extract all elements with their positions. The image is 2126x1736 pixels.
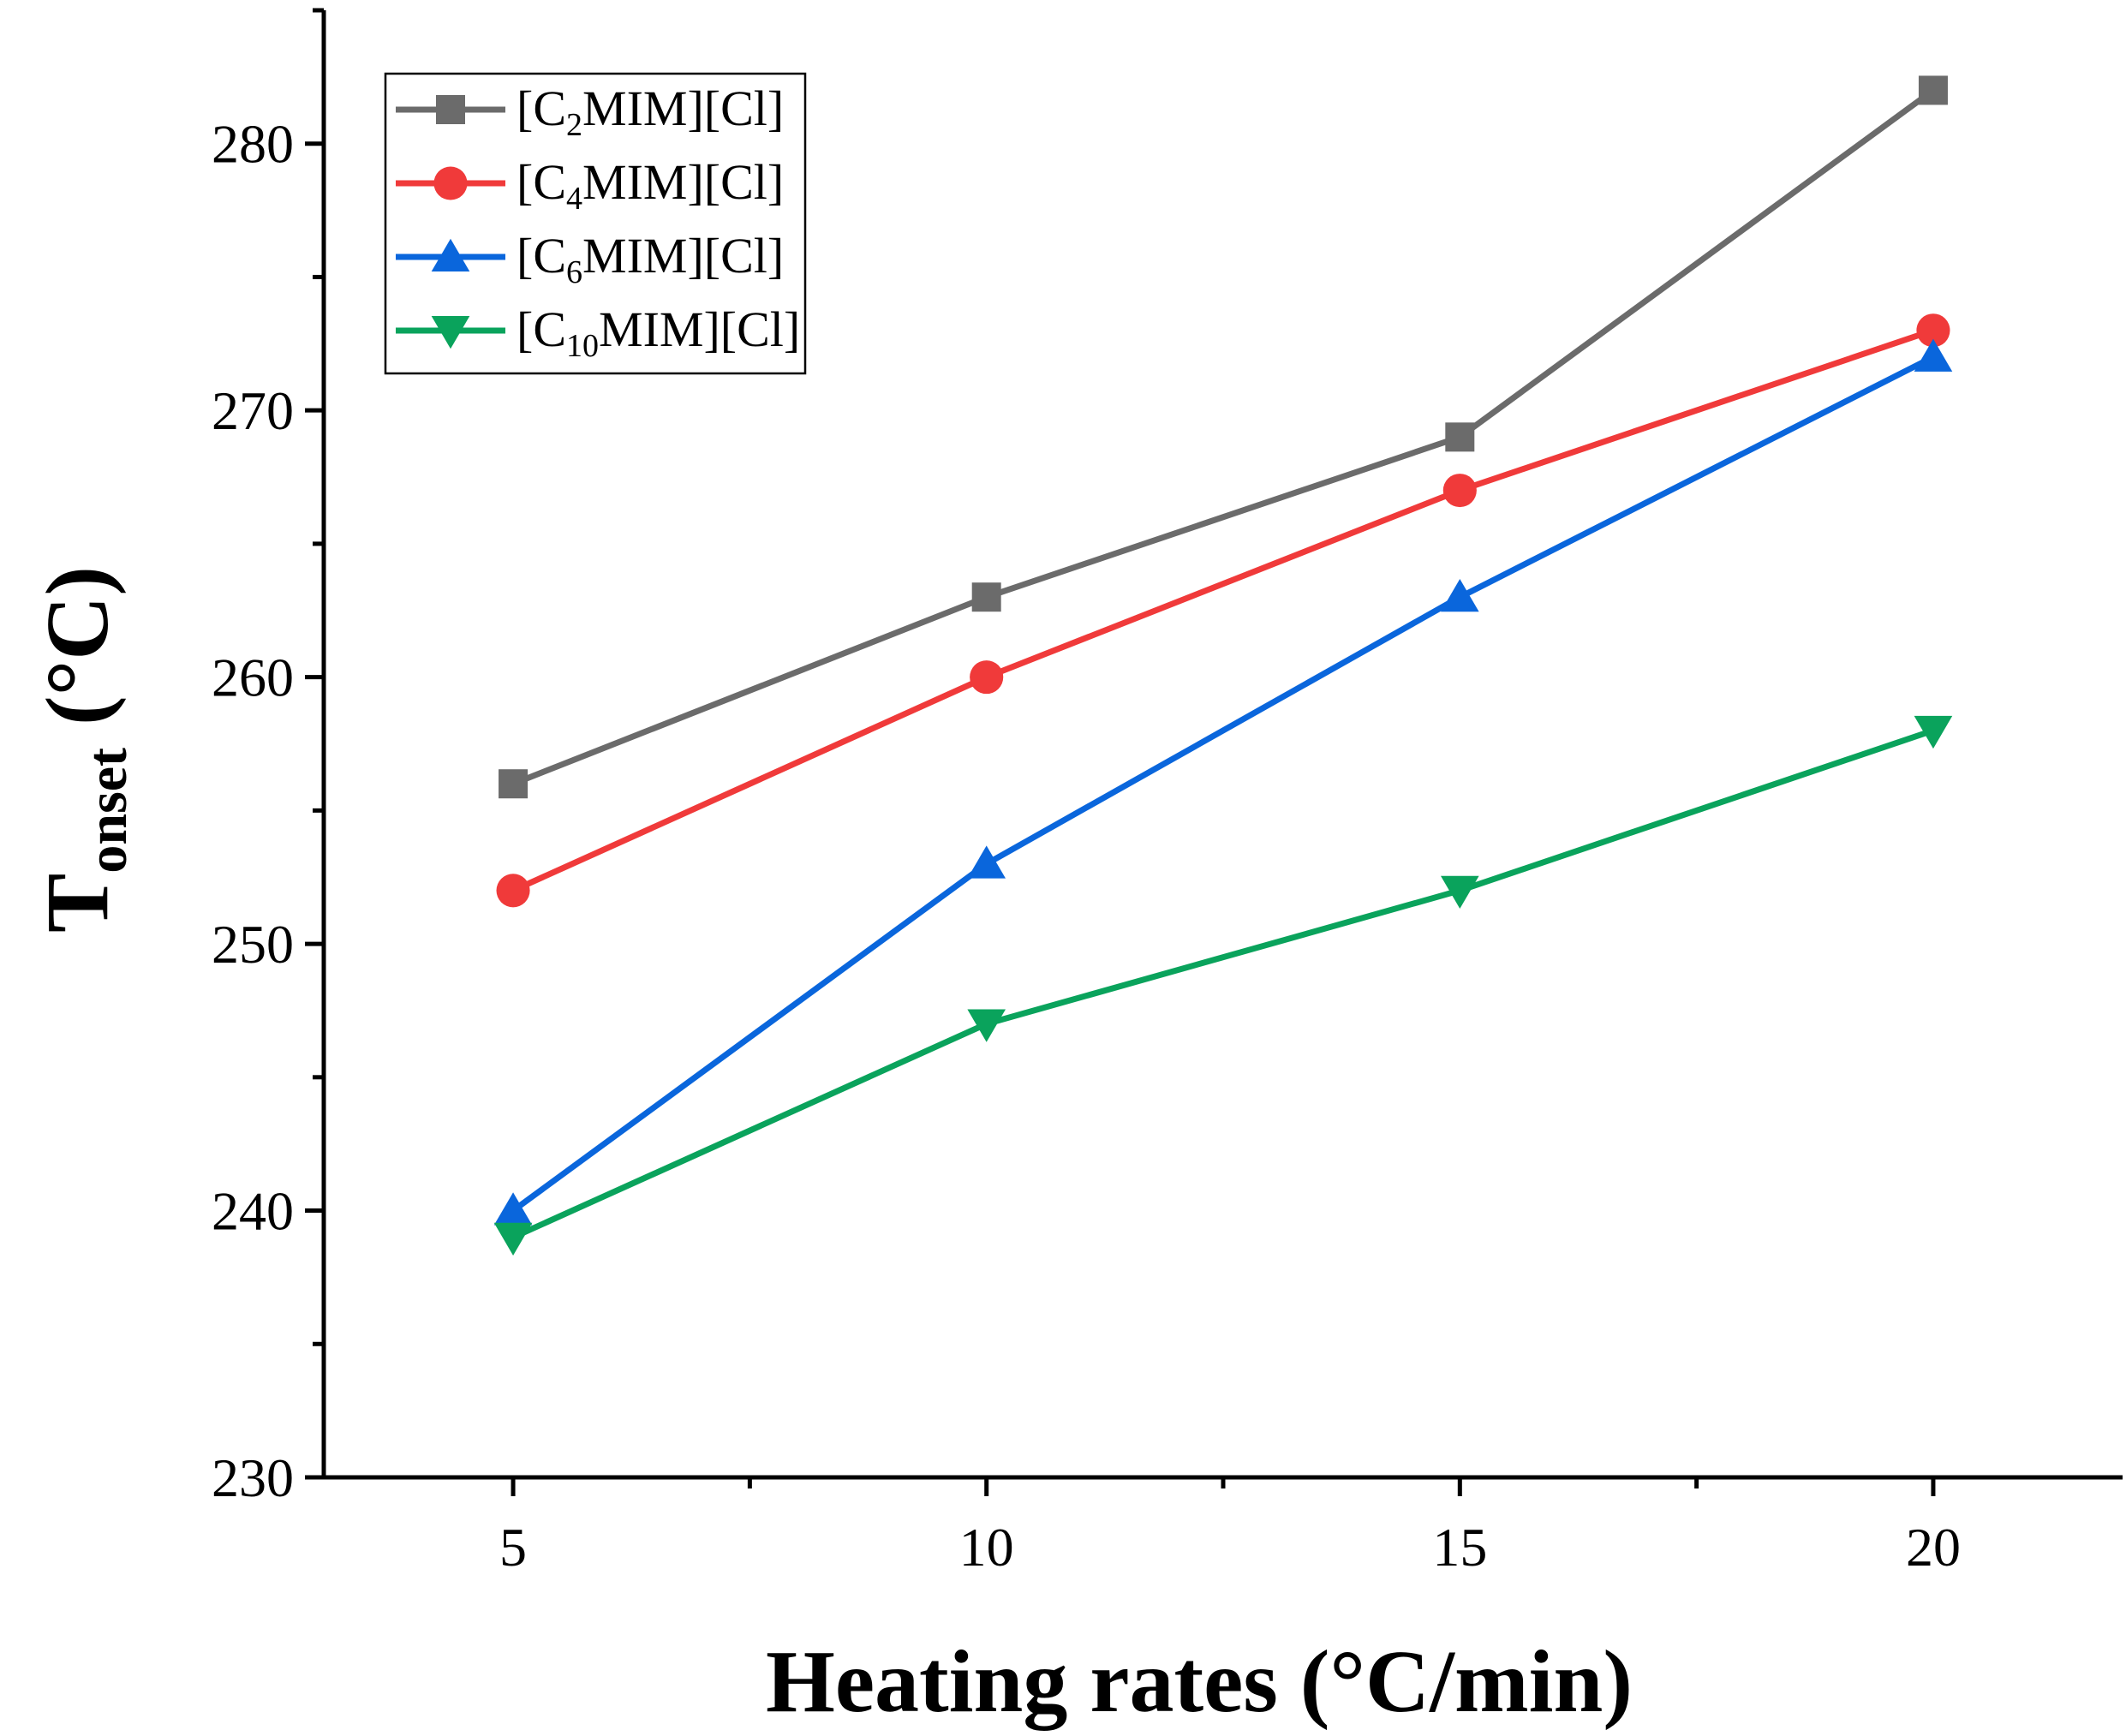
data-point	[1441, 578, 1479, 612]
legend-label: [C10MIM][Cl]	[517, 301, 800, 364]
x-axis-title: Heating rates (°C/min)	[766, 1632, 1633, 1731]
data-point	[493, 1222, 533, 1256]
legend-label: [C2MIM][Cl]	[517, 81, 784, 143]
data-point	[1918, 75, 1948, 105]
y-tick-label: 280	[212, 114, 294, 175]
data-point	[1916, 313, 1950, 348]
series-line	[511, 354, 1935, 1214]
data-point	[496, 874, 530, 908]
y-tick-label: 260	[212, 647, 294, 708]
legend-marker	[433, 166, 468, 200]
legend-marker	[431, 238, 470, 271]
y-tick-label: 230	[212, 1447, 294, 1508]
data-point	[499, 769, 529, 799]
legend: [C2MIM][Cl] [C4MIM][Cl] [C6MIM][Cl] [C10MIM…	[384, 72, 807, 375]
series-line	[511, 87, 1936, 787]
legend-entry: [C6MIM][Cl]	[396, 228, 784, 290]
series-0	[499, 75, 1948, 799]
legend-entry: [C4MIM][Cl]	[396, 154, 784, 217]
data-point	[971, 582, 1001, 612]
y-axis-title-main: T	[28, 874, 127, 933]
data-point	[970, 660, 1004, 695]
legend-label: [C4MIM][Cl]	[517, 154, 784, 217]
x-tick-label: 20	[1906, 1517, 1961, 1578]
y-tick-label: 240	[212, 1181, 294, 1242]
y-tick-label: 270	[212, 380, 294, 441]
series-2	[493, 338, 1953, 1226]
x-tick-label: 15	[1432, 1517, 1487, 1578]
data-point	[1441, 875, 1479, 910]
series-line	[511, 727, 1935, 1240]
legend-marker	[436, 95, 465, 124]
axes: 230 240 250 260 270 280 5 10 15 20	[212, 8, 2123, 1578]
legend-label: [C6MIM][Cl]	[517, 228, 784, 290]
data-point	[1914, 338, 1953, 372]
legend-marker	[431, 316, 470, 349]
series-1	[496, 313, 1950, 908]
y-tick-label: 250	[212, 914, 294, 975]
data-point	[1442, 474, 1477, 508]
data-point	[967, 845, 1006, 879]
series-layer	[493, 75, 1953, 1256]
legend-entry: [C2MIM][Cl]	[396, 81, 784, 143]
data-point	[493, 1192, 533, 1226]
data-point	[967, 1009, 1006, 1042]
y-axis-title-sub: onset	[76, 748, 139, 874]
x-tick-label: 10	[959, 1517, 1014, 1578]
data-point	[1445, 422, 1475, 452]
data-point	[1914, 715, 1953, 749]
y-axis-title: Tonset (°C)	[28, 566, 139, 933]
x-tick-label: 5	[499, 1517, 527, 1578]
series-line	[511, 327, 1935, 893]
series-3	[493, 715, 1953, 1256]
y-axis-title-unit: (°C)	[28, 566, 127, 748]
legend-entry: [C10MIM][Cl]	[396, 301, 800, 364]
